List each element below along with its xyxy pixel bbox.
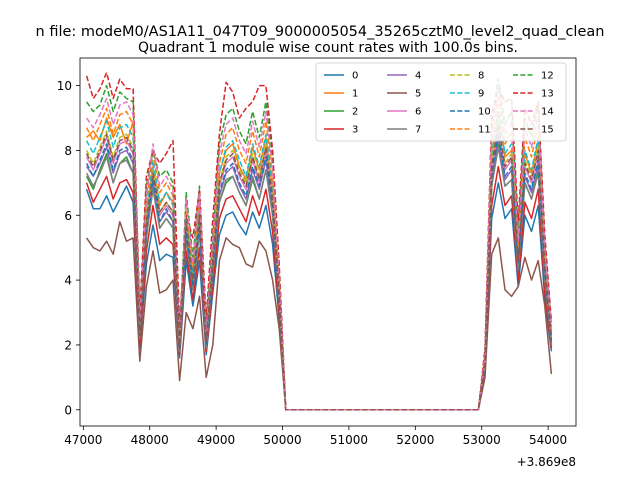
series-line-15: [85, 123, 553, 411]
legend-item-11: 11: [450, 125, 491, 136]
y-tick-label: 2: [64, 338, 72, 352]
legend-item-8: 8: [450, 71, 484, 82]
legend-item-14: 14: [513, 107, 554, 118]
legend-label: 6: [415, 107, 421, 118]
figure-suptitle: n file: modeM0/AS1A11_047T09_9000005054_…: [36, 24, 605, 40]
chart-title: Quadrant 1 module wise count rates with …: [138, 40, 518, 56]
legend-label: 4: [415, 71, 421, 82]
legend-label: 3: [352, 125, 358, 136]
y-tick-label: 8: [64, 144, 72, 158]
legend-label: 12: [541, 71, 554, 82]
y-tick-label: 10: [57, 79, 72, 93]
legend-item-15: 15: [513, 125, 554, 136]
y-tick-label: 4: [64, 274, 72, 288]
legend-item-13: 13: [513, 89, 554, 100]
legend-item-4: 4: [387, 71, 421, 82]
y-axis-ticks: 0 2 4 6 8 10: [57, 79, 80, 417]
legend-item-6: 6: [387, 107, 421, 118]
legend-label: 7: [415, 125, 421, 136]
legend-label: 1: [352, 89, 358, 100]
x-tick-label: 54000: [529, 433, 567, 447]
legend-label: 15: [541, 125, 554, 136]
legend-label: 13: [541, 89, 554, 100]
x-tick-label: 48000: [131, 433, 169, 447]
y-tick-label: 6: [64, 209, 72, 223]
legend-item-2: 2: [324, 107, 358, 118]
legend-label: 2: [352, 107, 358, 118]
x-tick-label: 51000: [330, 433, 368, 447]
x-tick-label: 47000: [64, 433, 102, 447]
legend-frame: [315, 62, 567, 142]
legend-item-7: 7: [387, 125, 421, 136]
x-tick-label: 49000: [197, 433, 235, 447]
legend-item-12: 12: [513, 71, 554, 82]
legend-label: 8: [478, 71, 484, 82]
axes-border: [79, 57, 577, 427]
y-tick-label: 0: [64, 403, 72, 417]
x-tick-label: 52000: [396, 433, 434, 447]
legend-label: 5: [415, 89, 421, 100]
legend-label: 14: [541, 107, 554, 118]
legend-item-9: 9: [450, 89, 484, 100]
legend-label: 0: [352, 71, 358, 82]
x-axis-offset-text: +3.869e8: [517, 455, 576, 469]
legend-item-0: 0: [324, 71, 358, 82]
x-tick-label: 53000: [463, 433, 501, 447]
x-tick-label: 50000: [263, 433, 301, 447]
x-axis-ticks: 47000 48000 49000 50000 51000 52000 53000 54000: [64, 426, 567, 447]
series-layer: [85, 71, 553, 411]
legend-item-1: 1: [324, 89, 358, 100]
legend-label: 10: [478, 107, 491, 118]
legend-item-3: 3: [324, 125, 358, 136]
legend-item-5: 5: [387, 89, 421, 100]
legend-label: 9: [478, 89, 484, 100]
legend-item-10: 10: [450, 107, 491, 118]
legend-label: 11: [478, 125, 491, 136]
